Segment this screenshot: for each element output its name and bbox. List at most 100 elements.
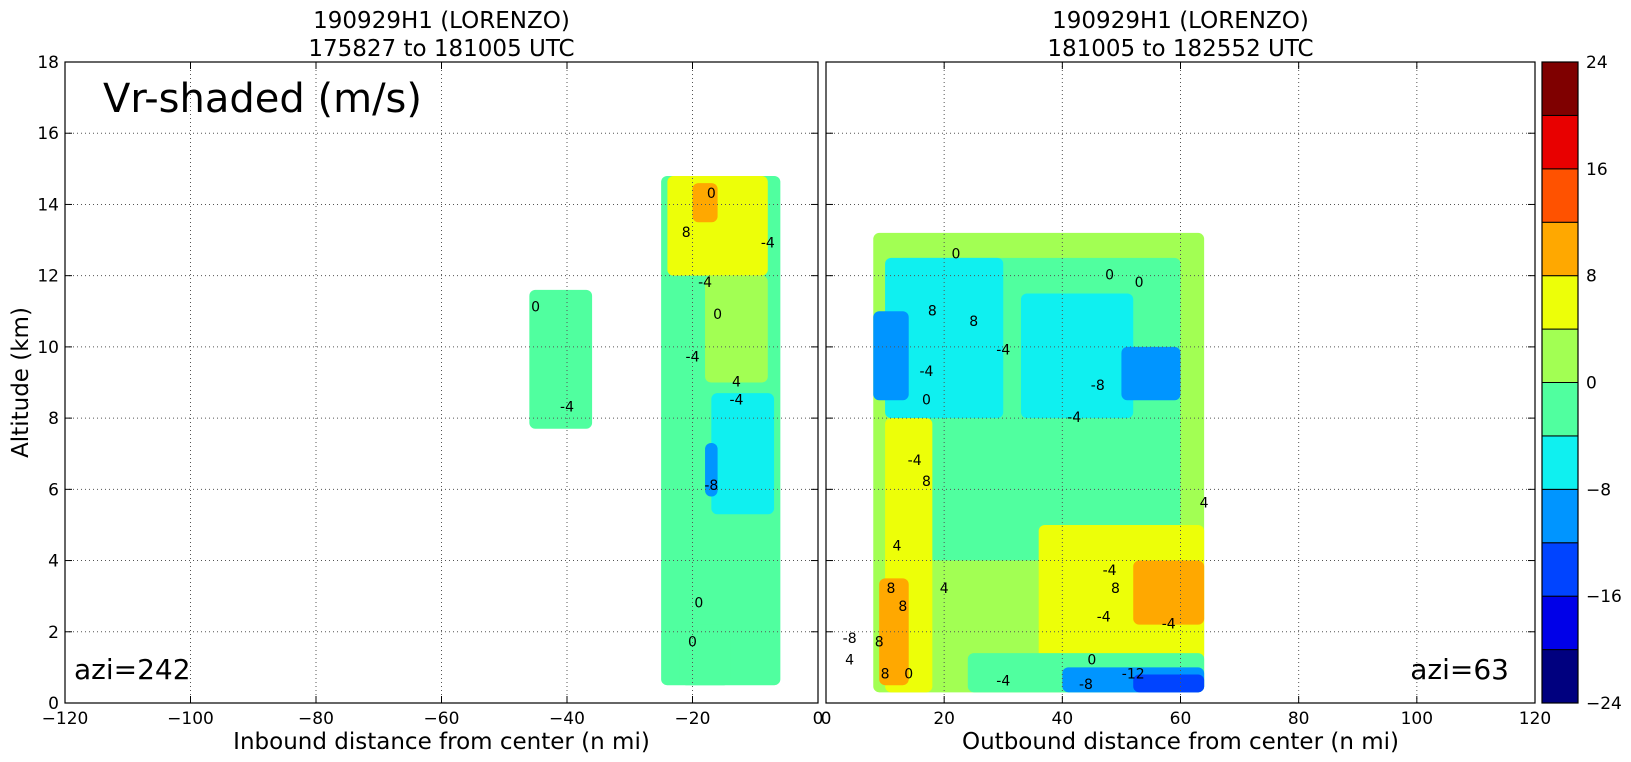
contour-label: 8 bbox=[922, 474, 931, 490]
contour-label: -4 bbox=[698, 275, 712, 291]
x-tick-label: 40 bbox=[1052, 709, 1074, 729]
colorbar-segment bbox=[1541, 435, 1579, 490]
y-tick-label: 16 bbox=[37, 124, 59, 144]
colorbar-segment bbox=[1541, 382, 1579, 437]
y-tick-label: 0 bbox=[48, 694, 59, 714]
colorbar-tick-label: 24 bbox=[1586, 53, 1608, 73]
contour-label: 0 bbox=[1105, 268, 1114, 284]
vr-region-7 bbox=[879, 578, 909, 686]
contour-label: 4 bbox=[845, 652, 854, 668]
x-tick-label: −80 bbox=[298, 709, 334, 729]
vr-region-2 bbox=[885, 257, 1004, 419]
vr-region-9 bbox=[1133, 560, 1205, 625]
contour-label: -4 bbox=[1162, 617, 1176, 633]
contour-label: 0 bbox=[1087, 652, 1096, 668]
x-tick-label: 0 bbox=[821, 709, 832, 729]
x-tick-label: 0 bbox=[813, 709, 824, 729]
contour-label: 8 bbox=[887, 581, 896, 597]
contour-label: 4 bbox=[732, 375, 741, 391]
contour-label: 4 bbox=[1200, 496, 1209, 512]
contour-label: 4 bbox=[892, 538, 901, 554]
y-tick-label: 2 bbox=[48, 623, 59, 643]
contour-label: -12 bbox=[1122, 667, 1145, 683]
contour-label: -4 bbox=[908, 453, 922, 469]
contour-label: 0 bbox=[707, 186, 716, 202]
vr-region-5 bbox=[1121, 346, 1181, 401]
contour-label: 0 bbox=[688, 634, 697, 650]
contour-label: -4 bbox=[1103, 563, 1117, 579]
vr-region-5 bbox=[692, 183, 718, 223]
contour-label: 8 bbox=[928, 303, 937, 319]
contour-label: 0 bbox=[904, 667, 913, 683]
contour-label: 8 bbox=[881, 667, 890, 683]
contour-label: 8 bbox=[682, 225, 691, 241]
colorbar-frame bbox=[1541, 61, 1579, 704]
colorbar-tick-label: 0 bbox=[1586, 374, 1597, 394]
contour-label: 0 bbox=[531, 300, 540, 316]
colorbar-segment bbox=[1541, 114, 1579, 170]
contour-label: 8 bbox=[875, 634, 884, 650]
chart-subtitle: 181005 to 182552 UTC bbox=[1047, 36, 1313, 62]
contour-label: 0 bbox=[694, 595, 703, 611]
chart-title: 190929H1 (LORENZO) bbox=[1052, 8, 1309, 34]
y-tick-label: 18 bbox=[37, 53, 59, 73]
contour-label: -8 bbox=[1079, 677, 1093, 693]
chart-title: 190929H1 (LORENZO) bbox=[313, 8, 570, 34]
x-tick-label: 100 bbox=[1401, 709, 1433, 729]
y-tick-label: 10 bbox=[37, 338, 59, 358]
contour-label: 0 bbox=[713, 307, 722, 323]
colorbar-segment bbox=[1541, 542, 1579, 597]
contour-label: -4 bbox=[761, 236, 775, 252]
x-tick-label: 80 bbox=[1288, 709, 1310, 729]
x-tick-label: −60 bbox=[424, 709, 460, 729]
panel-inbound: 0-408-4-404-4-4-800−120 −100 −80 −60 −40 −20 0… bbox=[8, 8, 823, 755]
y-tick-label: 14 bbox=[37, 195, 59, 215]
contour-label: -8 bbox=[843, 631, 857, 647]
vr-region-3 bbox=[1020, 293, 1134, 419]
y-tick-label: 8 bbox=[48, 409, 59, 429]
colorbar-tick-label: −16 bbox=[1586, 587, 1622, 607]
contour-label: -8 bbox=[1091, 378, 1105, 394]
contour-label: -4 bbox=[686, 350, 700, 366]
vr-region-2 bbox=[711, 393, 775, 515]
contour-label: 0 bbox=[922, 392, 931, 408]
vr-region-12 bbox=[1133, 674, 1205, 693]
x-tick-label: −20 bbox=[675, 709, 711, 729]
contour-label: -4 bbox=[560, 399, 574, 415]
vr-region-0 bbox=[529, 289, 593, 429]
colorbar-segment bbox=[1541, 595, 1579, 651]
contour-label: 8 bbox=[898, 599, 907, 615]
colorbar-segment bbox=[1541, 649, 1579, 704]
contour-label: 0 bbox=[952, 246, 961, 262]
x-tick-label: 60 bbox=[1170, 709, 1192, 729]
contour-label: -8 bbox=[704, 478, 718, 494]
contour-label: -4 bbox=[919, 364, 933, 380]
colorbar-segment bbox=[1541, 488, 1579, 544]
colorbar-tick-label: −24 bbox=[1586, 694, 1622, 714]
y-tick-label: 6 bbox=[48, 480, 59, 500]
vr-region-6 bbox=[705, 275, 768, 383]
contour-label: 8 bbox=[1111, 581, 1120, 597]
x-axis-label: Inbound distance from center (n mi) bbox=[233, 729, 650, 755]
y-axis-label: Altitude (km) bbox=[8, 307, 34, 458]
x-tick-label: 20 bbox=[933, 709, 955, 729]
colorbar-segment bbox=[1541, 328, 1579, 384]
colorbar-segment bbox=[1541, 61, 1579, 116]
colorbar-tick-label: −8 bbox=[1586, 480, 1611, 500]
colorbar-segment bbox=[1541, 168, 1579, 223]
contour-label: -4 bbox=[729, 392, 743, 408]
contour-label: 8 bbox=[969, 314, 978, 330]
panel-outbound: 088-400 0-8-40-48-4-848884484-48-40-12-4-… bbox=[821, 8, 1552, 755]
contour-label: -4 bbox=[996, 674, 1010, 690]
contour-label: -4 bbox=[996, 342, 1010, 358]
colorbar-segment bbox=[1541, 221, 1579, 277]
x-tick-label: −40 bbox=[549, 709, 585, 729]
x-axis-label: Outbound distance from center (n mi) bbox=[962, 729, 1399, 755]
x-tick-label: 120 bbox=[1519, 709, 1551, 729]
contour-label: -4 bbox=[1067, 410, 1081, 426]
x-tick-label: −100 bbox=[167, 709, 214, 729]
y-tick-label: 4 bbox=[48, 552, 59, 572]
colorbar-segment bbox=[1541, 275, 1579, 330]
chart-subtitle: 175827 to 181005 UTC bbox=[308, 36, 574, 62]
